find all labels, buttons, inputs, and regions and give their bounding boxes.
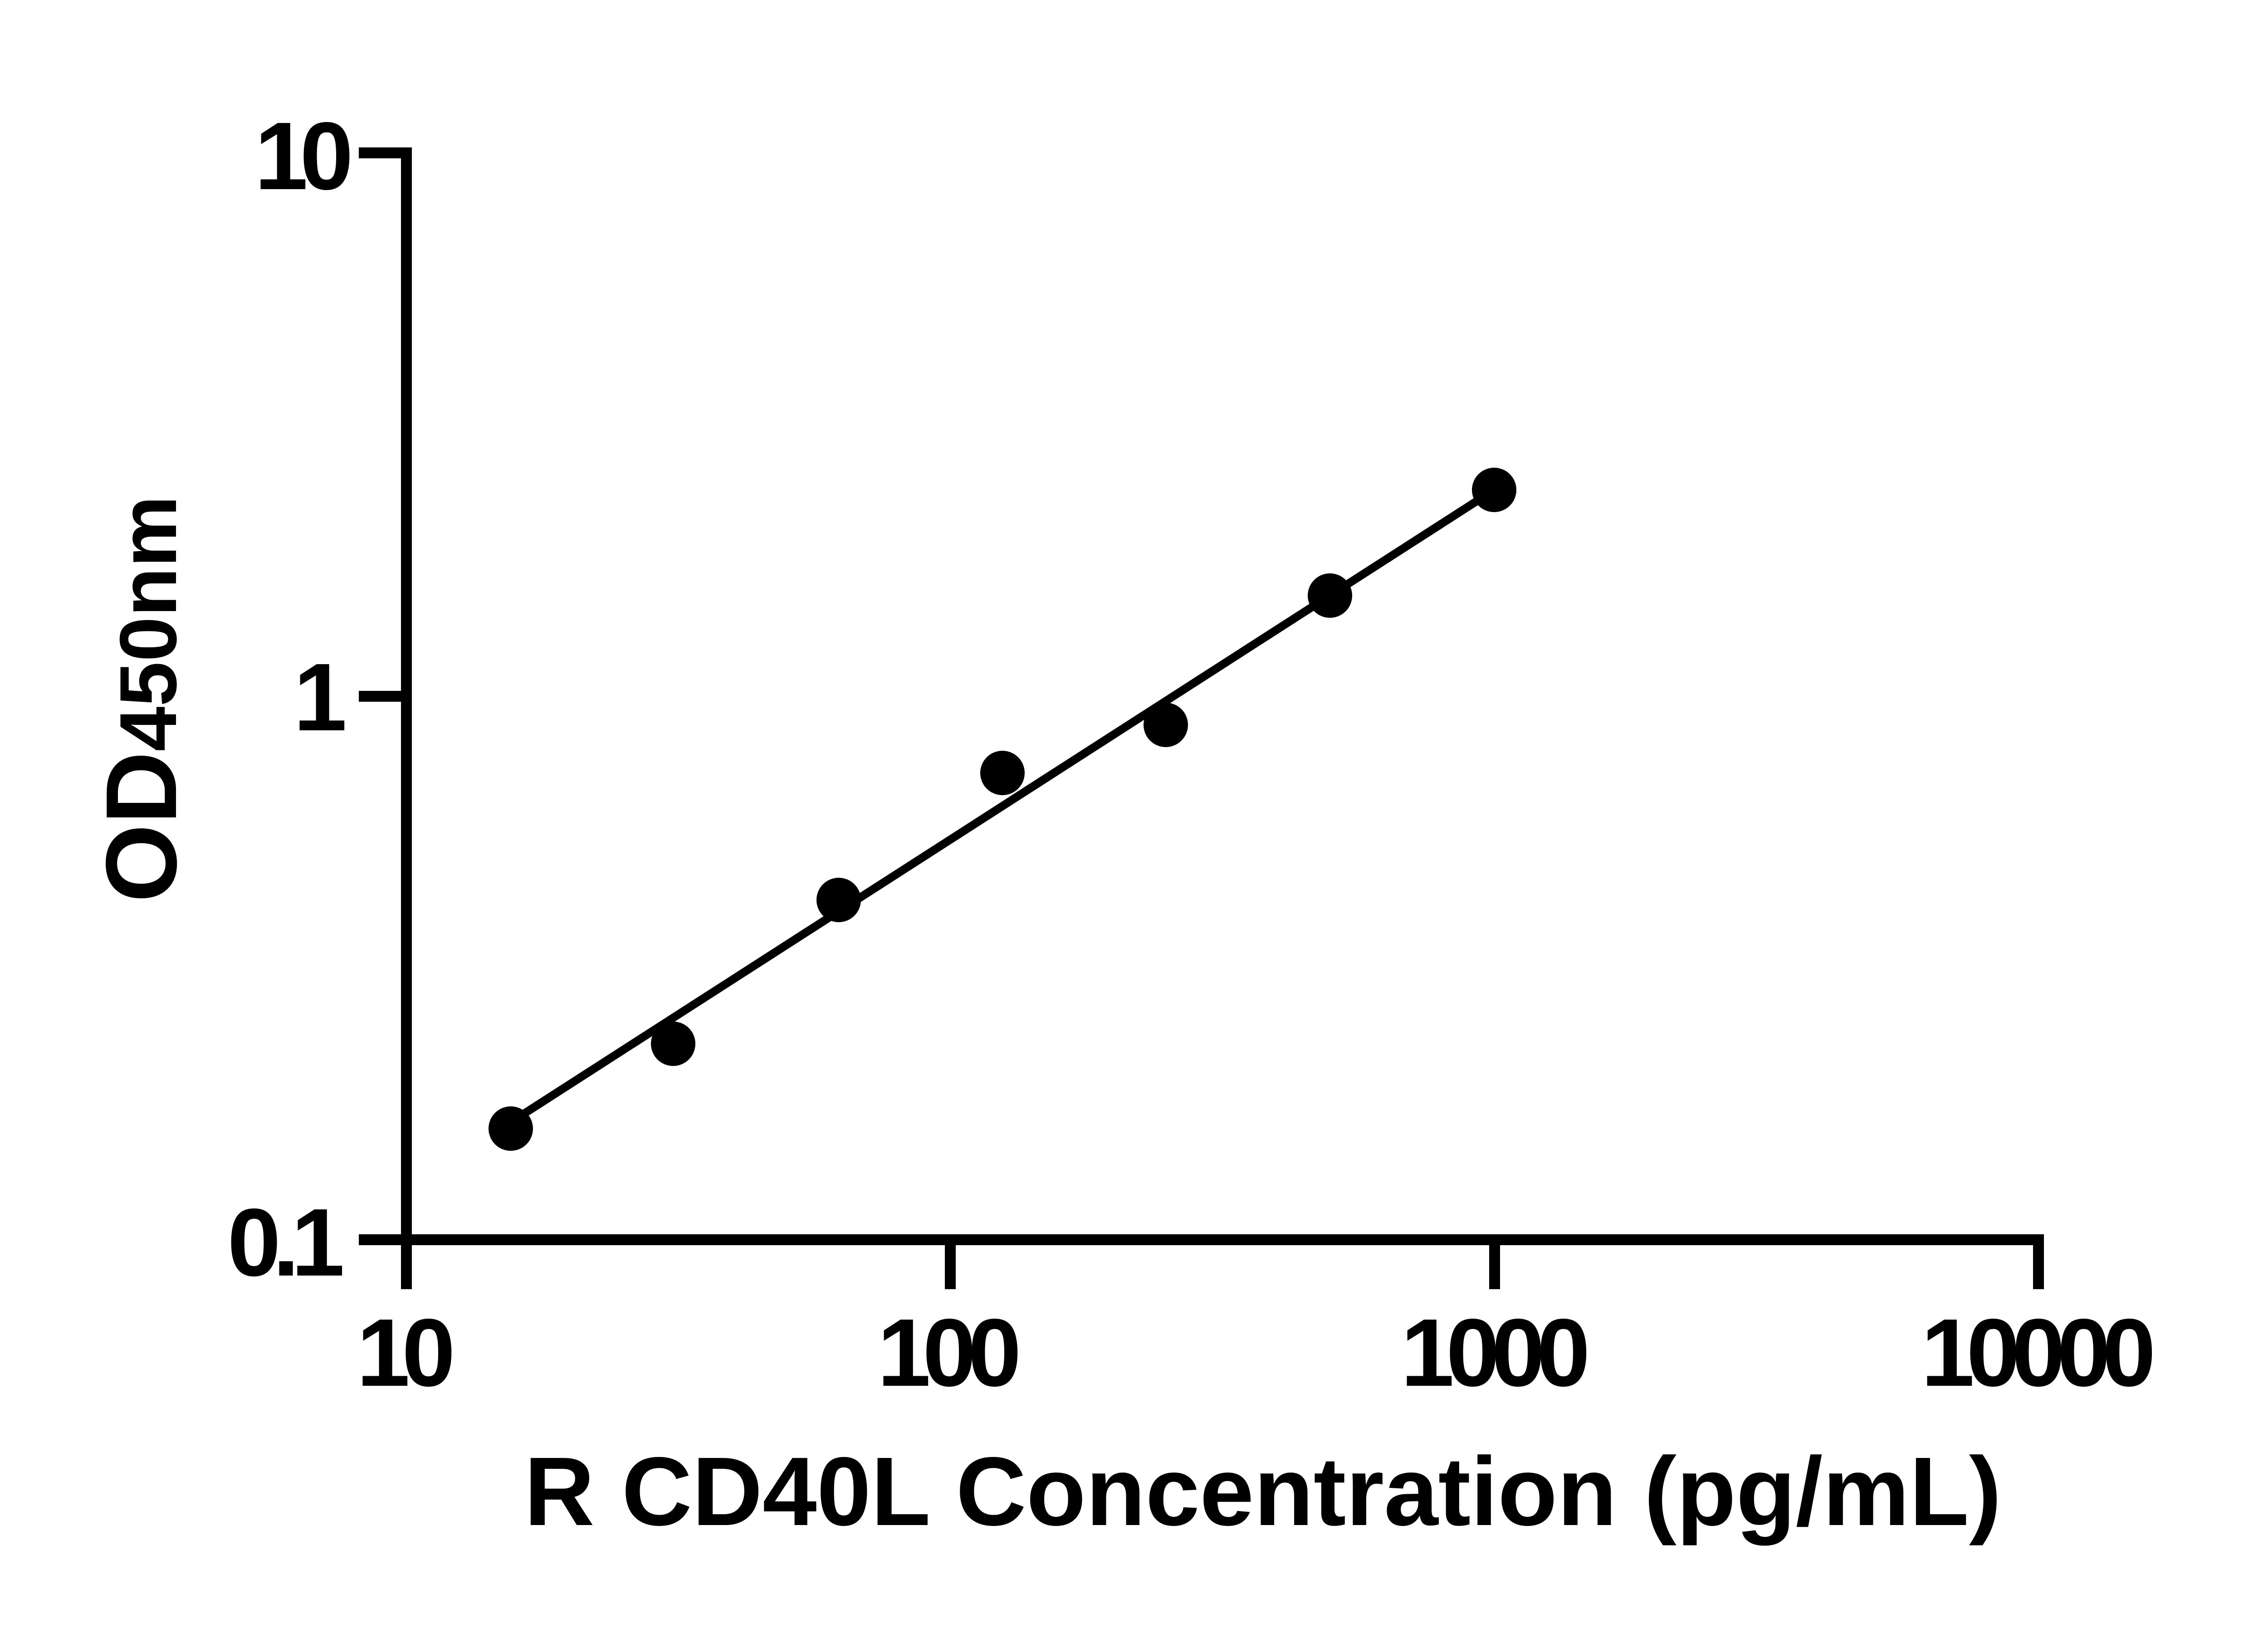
svg-text:OD450nm: OD450nm <box>85 496 198 903</box>
svg-text:0.1: 0.1 <box>227 1188 342 1296</box>
svg-text:100: 100 <box>877 1299 1018 1406</box>
svg-text:10: 10 <box>357 1299 452 1406</box>
svg-text:10000: 10000 <box>1921 1299 2152 1406</box>
svg-text:1: 1 <box>293 643 344 751</box>
svg-text:10: 10 <box>254 102 350 210</box>
svg-text:R CD40L Concentration (pg/mL): R CD40L Concentration (pg/mL) <box>524 1437 2002 1546</box>
svg-text:1000: 1000 <box>1401 1299 1587 1406</box>
